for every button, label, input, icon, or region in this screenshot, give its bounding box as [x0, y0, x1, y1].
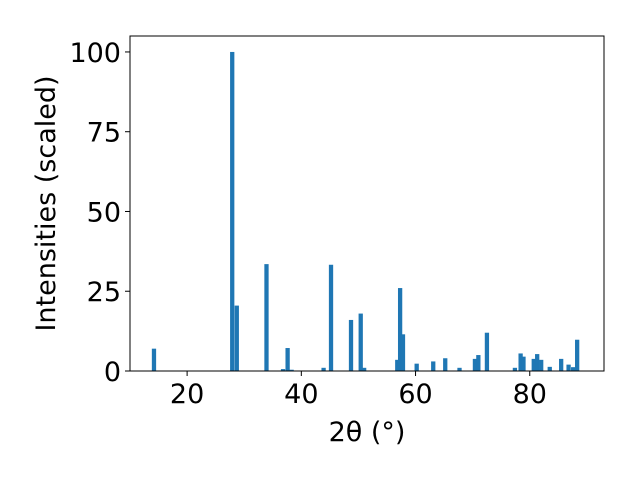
- bar-peak-16: [431, 361, 436, 371]
- y-tick-label-2: 50: [87, 197, 121, 228]
- bar-peak-17: [443, 358, 448, 371]
- bars-group: [151, 51, 580, 371]
- bar-peak-13: [397, 288, 403, 371]
- x-tick-label-1: 40: [284, 379, 318, 410]
- bar-peak-18: [457, 367, 462, 371]
- x-tick-label-2: 60: [398, 379, 432, 410]
- plot-frame: [129, 35, 605, 372]
- bar-peak-11: [362, 367, 367, 371]
- x-axis-label: 2θ (°): [329, 417, 406, 448]
- bar-peak-32: [575, 339, 580, 371]
- y-axis-label: Intensities (scaled): [31, 75, 62, 331]
- x-tick-label-3: 80: [513, 379, 547, 410]
- y-tick-label-0: 0: [104, 357, 121, 388]
- bar-peak-14: [400, 334, 406, 371]
- bar-peak-7: [321, 367, 326, 371]
- x-axis-ticks: 20 40 60 80: [170, 371, 547, 410]
- bar-peak-21: [484, 332, 490, 371]
- bar-peak-4: [280, 369, 286, 371]
- bar-peak-28: [547, 366, 552, 371]
- bar-peak-22: [512, 367, 518, 371]
- bar-peak-12: [395, 359, 400, 371]
- y-tick-label-1: 25: [87, 277, 121, 308]
- bar-peak-30: [566, 364, 571, 371]
- bar-peak-8: [328, 264, 334, 371]
- bar-peak-10: [358, 313, 363, 371]
- y-tick-label-4: 100: [69, 38, 121, 69]
- bar-peak-3: [264, 264, 269, 371]
- y-tick-label-3: 75: [87, 118, 121, 149]
- bar-peak-29: [559, 358, 564, 371]
- bar-peak-2: [234, 305, 239, 371]
- bar-peak-15: [414, 363, 419, 371]
- bar-peak-31: [571, 367, 576, 371]
- bar-peak-26: [535, 354, 540, 371]
- bar-peak-1: [230, 51, 235, 371]
- bar-peak-20: [476, 355, 481, 371]
- bar-peak-9: [348, 319, 354, 371]
- bar-peak-6: [289, 369, 294, 371]
- bar-peak-25: [531, 358, 536, 371]
- bar-peak-27: [539, 359, 544, 371]
- bar-peak-24: [521, 356, 526, 371]
- bar-peak-5: [285, 348, 290, 371]
- y-axis-ticks: 0 25 50 75 100: [69, 38, 130, 388]
- bar-peak-0: [151, 348, 157, 371]
- bar-peak-23: [518, 353, 523, 371]
- x-tick-label-0: 20: [170, 379, 204, 410]
- bar-peak-19: [472, 358, 478, 371]
